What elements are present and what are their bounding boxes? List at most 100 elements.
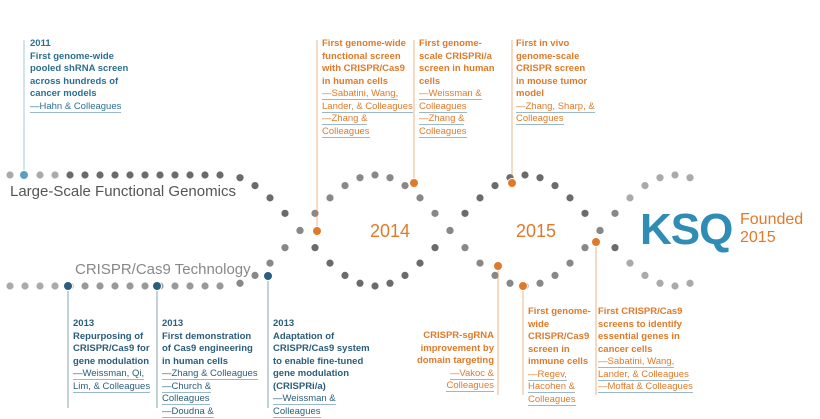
dot	[686, 174, 694, 182]
dot	[356, 174, 364, 182]
credit-row: —Zhang & Colleagues	[419, 113, 495, 138]
event-text: Repurposing of CRISPR/Cas9 for gene modu…	[73, 330, 150, 367]
dot	[401, 271, 409, 280]
event-text: First genome-wide functional screen with…	[322, 38, 406, 87]
event-dot	[263, 271, 273, 281]
dot	[566, 259, 574, 267]
credit: —Regev, Hacohen & Colleagues	[528, 368, 576, 406]
dot	[281, 244, 289, 252]
event: First in vivo genome-scale CRISPR screen…	[516, 38, 596, 126]
dot	[401, 181, 409, 190]
dot	[266, 194, 274, 202]
dot	[671, 282, 679, 290]
event-text: Adaptation of CRISPR/Cas9 system to enab…	[273, 330, 370, 392]
credit: —Moffat & Colleagues	[598, 381, 693, 393]
credit-row: —Hahn & Colleagues	[30, 100, 130, 114]
dot	[186, 171, 194, 179]
founded: Founded 2015	[740, 211, 803, 247]
event-dot	[518, 281, 528, 291]
credit-row: —Sabatini, Wang, Lander, & Colleagues	[598, 356, 702, 381]
year-label: 2014	[370, 221, 411, 241]
credit-row: —Weissman & Colleagues	[419, 88, 495, 113]
dot	[536, 279, 544, 287]
event-year: 2011	[30, 38, 51, 49]
credit-row: —Moffat & Colleagues	[598, 381, 702, 394]
dot	[216, 171, 224, 179]
dot	[611, 244, 619, 252]
credit-row: —Regev, Hacohen & Colleagues	[528, 368, 596, 407]
dot	[216, 282, 224, 290]
dot	[201, 282, 209, 290]
credit: —Zhang & Colleagues	[322, 113, 370, 138]
dot	[201, 171, 209, 179]
logo: KSQ	[640, 205, 733, 254]
dot	[371, 282, 379, 290]
event-text: First in vivo genome-scale CRISPR screen…	[516, 38, 588, 99]
event-dot	[409, 178, 419, 188]
event-text: First genome-scale CRISPRi/a screen in h…	[419, 38, 495, 87]
dot	[476, 259, 484, 267]
dot	[461, 244, 469, 252]
credit: —Zhang, Sharp, & Colleagues	[516, 100, 595, 125]
credit: —Hahn & Colleagues	[30, 100, 122, 113]
dot	[171, 282, 179, 290]
credit: —Weissman, Qi, Lim, & Colleagues	[73, 368, 151, 393]
dot	[36, 282, 44, 290]
credit-row: —Zhang & Colleagues	[162, 368, 258, 381]
dot	[356, 279, 364, 287]
dot	[596, 226, 604, 235]
event-year: 2013	[273, 318, 295, 329]
dot	[671, 171, 679, 179]
credit-row: —Vakoc & Colleagues	[410, 367, 494, 393]
dot	[611, 209, 619, 217]
dot	[386, 174, 394, 182]
credit-row: —Weissman, Qi, Lim, & Colleagues	[73, 368, 153, 393]
founded-text: Founded	[740, 211, 804, 228]
event-text: CRISPR-sgRNA improvement by domain targe…	[416, 330, 494, 366]
dot	[566, 194, 574, 202]
credit: —Zhang & Colleagues	[162, 368, 258, 380]
dot	[656, 174, 664, 182]
credit-row: —Doudna & Colleagues	[162, 405, 258, 419]
dot	[476, 194, 484, 202]
dot	[81, 171, 89, 179]
dot	[51, 171, 59, 179]
track-label: Large-Scale Functional Genomics	[10, 183, 236, 200]
dot	[236, 174, 244, 182]
dot	[126, 171, 134, 179]
dot	[341, 181, 349, 190]
event-dot	[493, 261, 503, 271]
dot	[156, 171, 164, 179]
dot	[51, 282, 59, 290]
founded-year: 2015	[740, 229, 776, 246]
event-text: First genome-wide pooled shRNA screen ac…	[30, 50, 129, 100]
event-year: 2013	[73, 318, 95, 329]
credit-row: —Zhang & Colleagues	[322, 113, 414, 138]
credit-row: —Zhang, Sharp, & Colleagues	[516, 100, 596, 126]
year-label: 2015	[516, 221, 557, 241]
event: 2013 Repurposing of CRISPR/Cas9 for gene …	[73, 318, 153, 393]
dot	[141, 171, 149, 179]
dot	[186, 282, 194, 290]
dot	[296, 226, 304, 235]
dot	[641, 181, 649, 190]
dot	[251, 181, 259, 190]
dot	[326, 194, 334, 202]
dot	[141, 282, 149, 290]
dot	[461, 209, 469, 217]
dot	[491, 181, 499, 190]
dot	[171, 171, 179, 179]
event: First genome-scale CRISPRi/a screen in h…	[419, 38, 495, 138]
event: First CRISPR/Cas9 screens to identify es…	[598, 306, 702, 394]
dot	[521, 171, 529, 179]
dot	[626, 194, 634, 202]
dot	[311, 244, 319, 252]
dot	[96, 282, 104, 290]
dot	[551, 181, 559, 190]
dot	[281, 209, 289, 217]
dot	[581, 244, 589, 252]
event: CRISPR-sgRNA improvement by domain targe…	[410, 330, 494, 393]
event: First genome-wide functional screen with…	[322, 38, 414, 138]
dot	[21, 282, 29, 290]
